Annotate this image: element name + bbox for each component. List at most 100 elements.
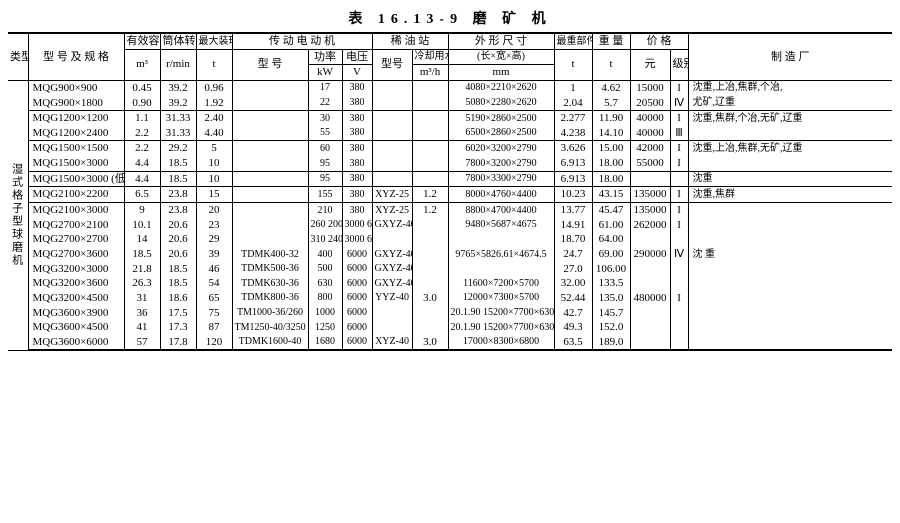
cell: 155 (308, 187, 342, 203)
cell: 29 (196, 232, 232, 247)
cell (670, 232, 688, 247)
cell (232, 141, 308, 156)
cell (412, 262, 448, 277)
cell: 12000×7300×5700 (448, 291, 554, 306)
unit-wt: t (592, 49, 630, 80)
unit-vol: m³ (124, 49, 160, 80)
cell: 沈重,上冶,焦群,无矿,辽重 (688, 141, 892, 156)
cell: 14.91 (554, 218, 592, 233)
cell (412, 111, 448, 126)
cell: 39.2 (160, 80, 196, 95)
col-dim-sub: (长×宽×高) (448, 49, 554, 65)
cell: 41 (124, 320, 160, 335)
cell: 189.0 (592, 335, 630, 351)
cell (688, 232, 892, 247)
cell: I (670, 203, 688, 218)
cell: 630 (308, 276, 342, 291)
cell: 380 (342, 156, 372, 171)
cell: 260 200 (308, 218, 342, 233)
cell: I (670, 218, 688, 233)
cell (670, 320, 688, 335)
cell: MQG3200×3600 (28, 276, 124, 291)
cell: 3.0 (412, 291, 448, 306)
cell: MQG1200×2400 (28, 126, 124, 141)
cell: Ⅲ (670, 126, 688, 141)
cell: 7800×3200×2790 (448, 156, 554, 171)
cell (670, 262, 688, 277)
cell: 6020×3200×2790 (448, 141, 554, 156)
cell (670, 171, 688, 187)
cell (232, 96, 308, 111)
cell (630, 171, 670, 187)
cell (412, 306, 448, 321)
table-row: MQG1500×30004.418.510953807800×3200×2790… (8, 156, 892, 171)
unit-oil-water: m³/h (412, 65, 448, 81)
cell: 18.5 (124, 247, 160, 262)
cell: 61.00 (592, 218, 630, 233)
cell: 17.3 (160, 320, 196, 335)
table-row: 湿式格子型球磨机MQG900×9000.4539.20.96173804080×… (8, 80, 892, 95)
cell: 87 (196, 320, 232, 335)
cell: 26.3 (124, 276, 160, 291)
cell (448, 232, 554, 247)
cell (630, 262, 670, 277)
cell: MQG900×1800 (28, 96, 124, 111)
cell: 9765×5826.61×4674.5 (448, 247, 554, 262)
cell: 23.8 (160, 203, 196, 218)
cell: 6.913 (554, 156, 592, 171)
cell (232, 203, 308, 218)
cell (372, 96, 412, 111)
cell (372, 126, 412, 141)
cell: 17000×8300×6800 (448, 335, 554, 351)
cell: 380 (342, 126, 372, 141)
cell: GXYZ-40 (372, 262, 412, 277)
cell: MQG3200×3000 (28, 262, 124, 277)
cell: 6000 (342, 306, 372, 321)
cell: 18.5 (160, 276, 196, 291)
cell: 49.3 (554, 320, 592, 335)
cell (372, 306, 412, 321)
cell: 45.47 (592, 203, 630, 218)
cell: 380 (342, 80, 372, 95)
cell (232, 218, 308, 233)
cell: 11.90 (592, 111, 630, 126)
cell: 52.44 (554, 291, 592, 306)
cell (232, 126, 308, 141)
cell: 20500 (630, 96, 670, 111)
cell: 18.70 (554, 232, 592, 247)
cell: 6000 (342, 335, 372, 351)
cell: 290000 (630, 247, 670, 262)
unit-ball: t (196, 49, 232, 80)
cell: XYZ-25 (372, 187, 412, 203)
cell (232, 80, 308, 95)
cell: 57 (124, 335, 160, 351)
unit-kw: kW (308, 65, 342, 81)
cell: 17.5 (160, 306, 196, 321)
cell: 3000 6000 (342, 218, 372, 233)
cell: 2.2 (124, 141, 160, 156)
cell: 20.1.90 15200×7700×6300 (448, 320, 554, 335)
cell: 9 (124, 203, 160, 218)
unit-volt: V (342, 65, 372, 81)
cell: XYZ-25 (372, 203, 412, 218)
cell (688, 126, 892, 141)
table-row: MQG3600×45004117.387TM1250-40/3250125060… (8, 320, 892, 335)
cell (688, 276, 892, 291)
cell (688, 262, 892, 277)
cell: 4.4 (124, 156, 160, 171)
cell: 36 (124, 306, 160, 321)
cell: 20.1.90 15200×7700×6300 (448, 306, 554, 321)
cell: 3000 6000 (342, 232, 372, 247)
col-maker: 制 造 厂 (688, 33, 892, 80)
cell: 54 (196, 276, 232, 291)
cell: 18.00 (592, 156, 630, 171)
cell: 17.8 (160, 335, 196, 351)
cell (372, 141, 412, 156)
cell: 1 (554, 80, 592, 95)
category-label: 湿式格子型球磨机 (10, 159, 23, 271)
cell: GXYZ-40 (372, 247, 412, 262)
cell: 6000 (342, 320, 372, 335)
cell: 120 (196, 335, 232, 351)
cell: GXYZ-40 (372, 218, 412, 233)
cell (630, 276, 670, 291)
